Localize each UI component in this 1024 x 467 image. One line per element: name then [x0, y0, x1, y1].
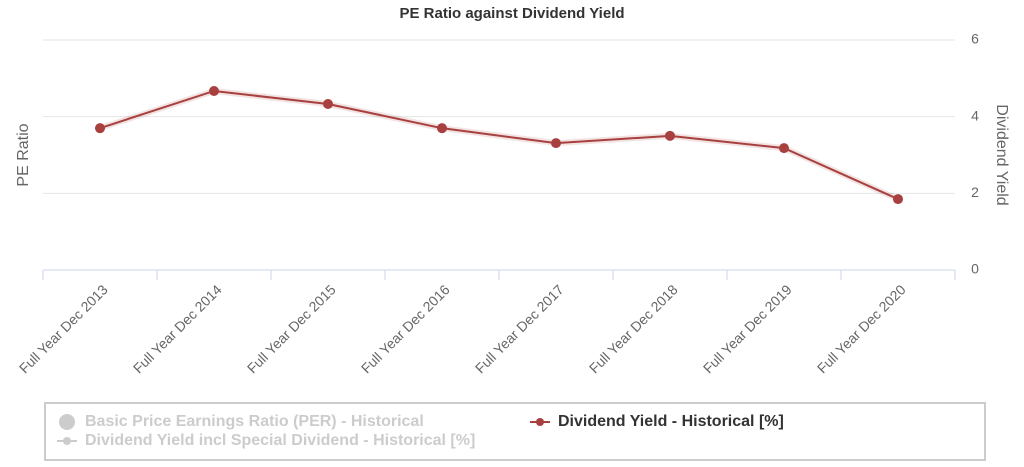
series-line [99, 89, 899, 200]
y2-axis-label: Dividend Yield [993, 104, 1010, 205]
legend-marker [59, 414, 75, 430]
point [323, 99, 333, 110]
point [551, 138, 561, 149]
y2-tick-label: 6 [971, 31, 979, 47]
point [209, 85, 219, 96]
legend-box [44, 402, 986, 461]
legend-marker [536, 418, 544, 426]
point [437, 123, 447, 134]
point [665, 130, 675, 141]
point [779, 143, 789, 154]
y2-tick-label: 0 [971, 261, 979, 277]
legend-label[interactable]: Dividend Yield incl Special Dividend - H… [85, 432, 475, 449]
legend-marker [63, 437, 71, 445]
y2-tick-label: 2 [971, 184, 979, 200]
legend-label[interactable]: Basic Price Earnings Ratio (PER) - Histo… [85, 413, 424, 430]
y2-tick-label: 4 [971, 107, 979, 123]
point [95, 123, 105, 134]
y-axis-label: PE Ratio [15, 123, 32, 186]
legend-label[interactable]: Dividend Yield - Historical [%] [558, 413, 784, 430]
chart-title: PE Ratio against Dividend Yield [399, 5, 624, 22]
point [893, 194, 903, 205]
